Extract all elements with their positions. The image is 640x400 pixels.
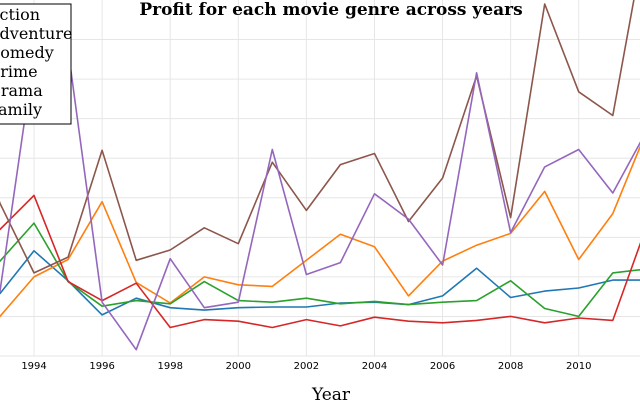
legend-label-action: Action <box>0 5 40 24</box>
x-tick-label: 2004 <box>362 361 387 372</box>
x-tick-label: 1998 <box>157 361 182 372</box>
x-tick-label: 2000 <box>226 361 251 372</box>
legend: ActionAdventureComedyCrimeDramaFamily <box>0 3 72 125</box>
chart-title: Profit for each movie genre across years <box>139 0 522 20</box>
series-line-comedy <box>0 222 640 318</box>
legend-label-comedy: Comedy <box>0 43 54 62</box>
series-line-action <box>0 250 640 316</box>
x-tick-label: 2010 <box>566 361 591 372</box>
x-tick-label: 1994 <box>21 361 46 372</box>
x-axis-label: Year <box>311 385 351 400</box>
legend-box <box>0 3 72 125</box>
legend-label-family: Family <box>0 100 42 119</box>
series-lines <box>0 0 640 351</box>
series-line-adventure <box>0 145 640 318</box>
grid <box>0 0 640 357</box>
series-line-family <box>0 48 640 351</box>
series-line-drama <box>0 0 635 274</box>
legend-label-drama: Drama <box>0 81 43 100</box>
x-tick-label: 2006 <box>430 361 455 372</box>
x-tick-label: 2008 <box>498 361 523 372</box>
legend-label-crime: Crime <box>0 62 38 81</box>
x-tick-label: 1996 <box>89 361 114 372</box>
legend-label-adventure: Adventure <box>0 24 72 43</box>
x-axis-ticks: 1994 1996 1998 2000 2002 2004 2006 2008 2010 <box>21 361 591 372</box>
x-tick-label: 2002 <box>294 361 319 372</box>
series-line-crime <box>0 194 640 329</box>
